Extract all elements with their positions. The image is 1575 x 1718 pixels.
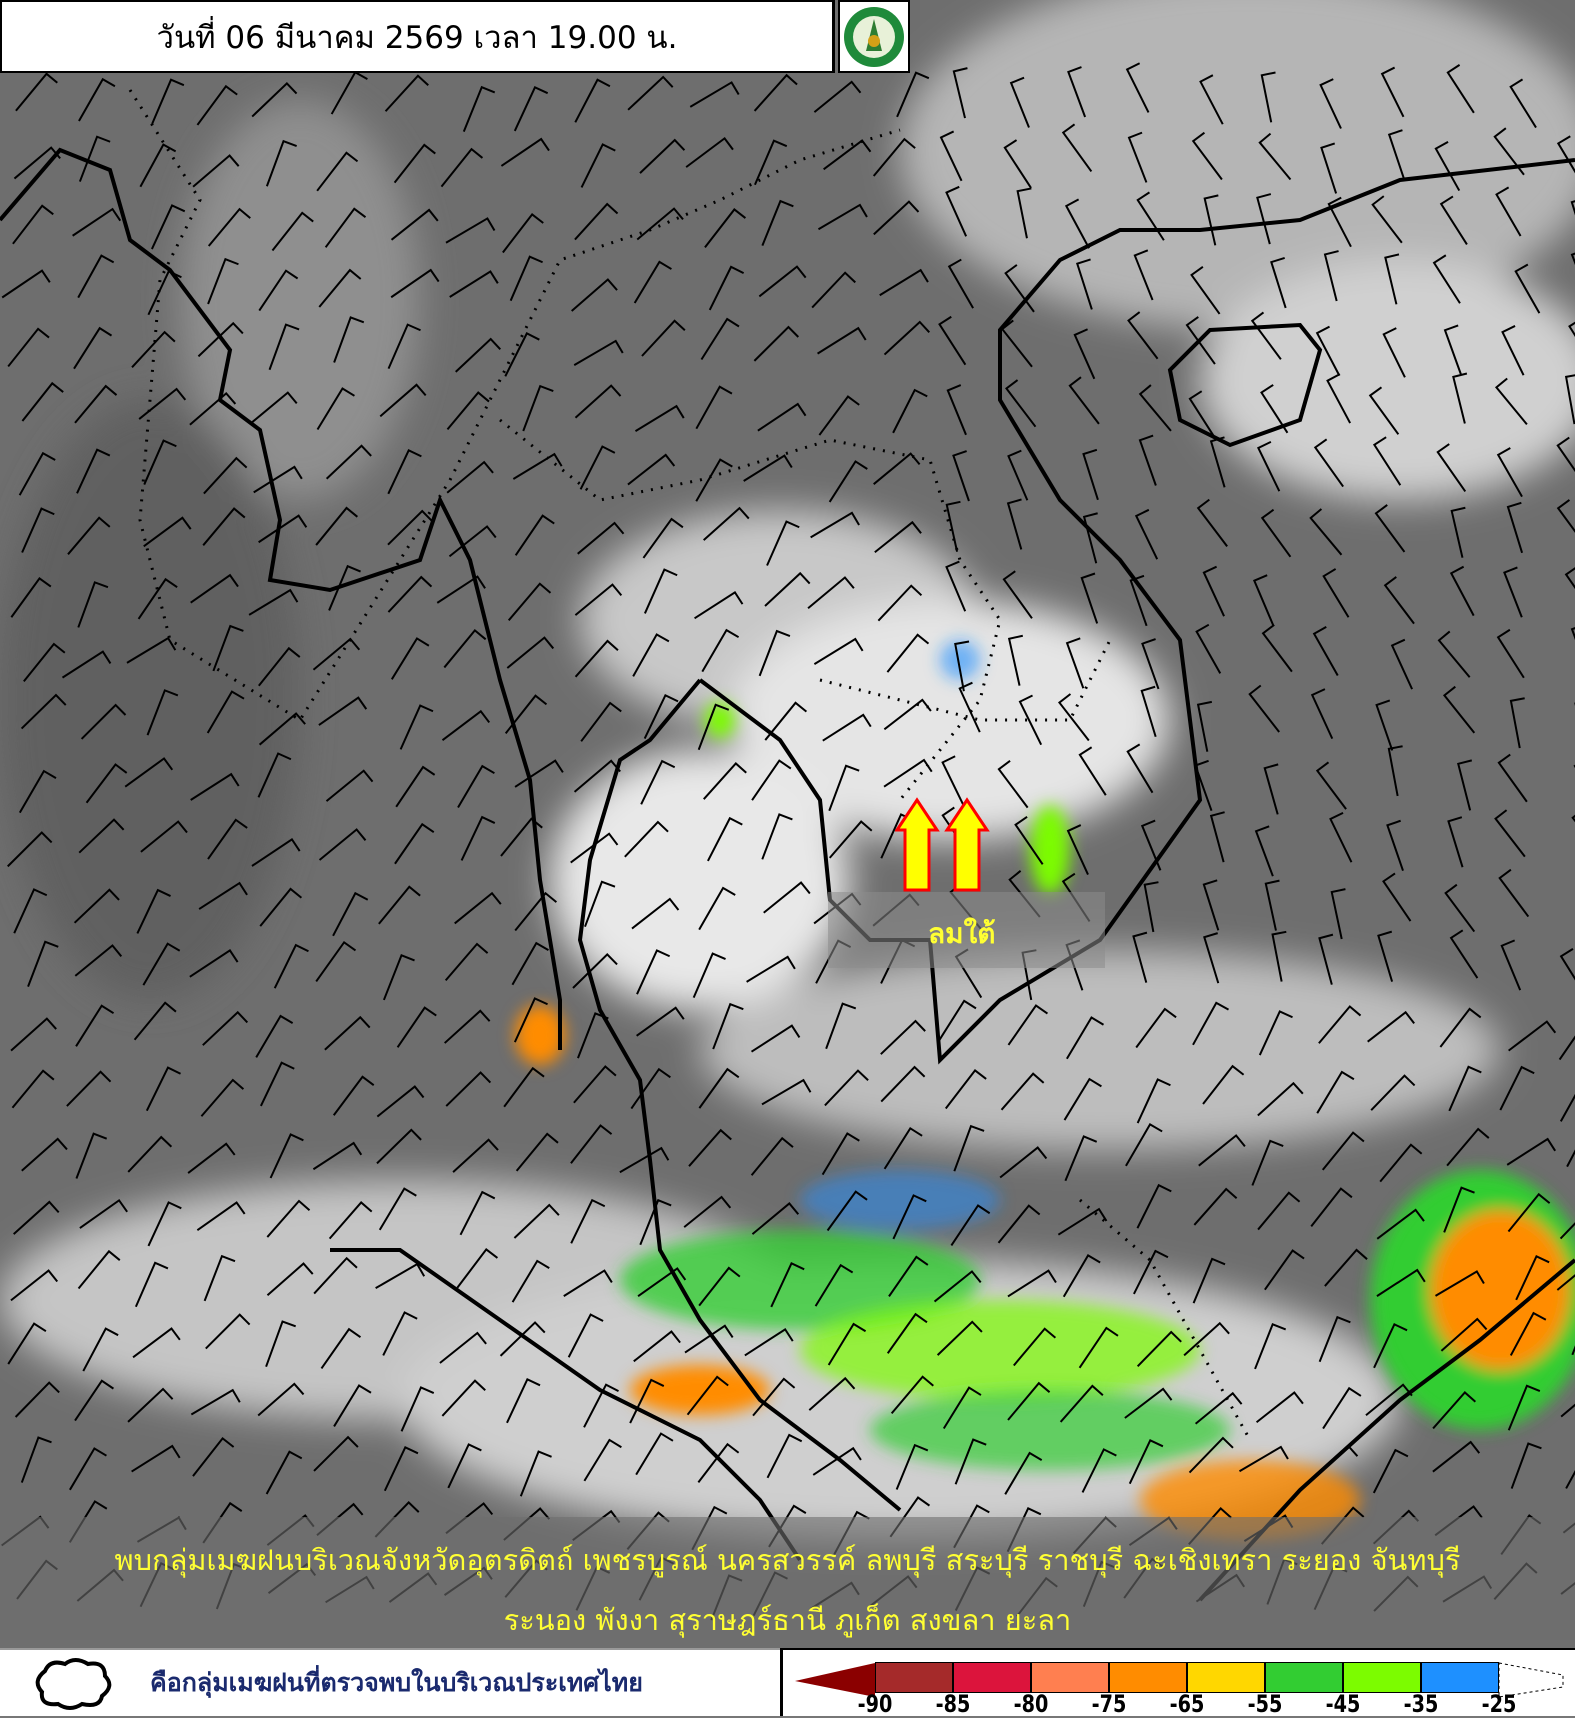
cloud-symbol-legend: คือกลุ่มเมฆฝนที่ตรวจพบในบริเวณประเทศไทย: [0, 1648, 780, 1716]
date-time-header: วันที่ 06 มีนาคม 2569 เวลา 19.00 น.: [0, 0, 835, 73]
colorbar-tick-label: -80: [1014, 1690, 1049, 1718]
colorbar-segment: [1109, 1662, 1187, 1693]
colorbar-segment: [1421, 1662, 1499, 1693]
colorbar-tick-label: -85: [936, 1690, 971, 1718]
south-wind-arrows-icon: [895, 795, 1005, 895]
colorbar-tick-label: -45: [1326, 1690, 1361, 1718]
wind-direction-label: ลมใต้: [928, 912, 995, 956]
colorbar-segment: [1343, 1662, 1421, 1693]
colorbar-tick-label: -35: [1404, 1690, 1439, 1718]
colorbar-segment: [1187, 1662, 1265, 1693]
cloud-outline-icon: [30, 1656, 120, 1711]
colorbar-tick-label: -55: [1248, 1690, 1283, 1718]
colorbar-tick-label: -65: [1170, 1690, 1205, 1718]
cloud-legend-text: คือกลุ่มเมฆฝนที่ตรวจพบในบริเวณประเทศไทย: [150, 1663, 643, 1703]
colorbar-segment: [953, 1662, 1031, 1693]
rain-cloud-notice: พบกลุ่มเมฆฝนบริเวณจังหวัดอุตรดิตถ์ เพชรบ…: [0, 1517, 1575, 1645]
wind-annotation-box: ลมใต้: [828, 892, 1105, 968]
tmd-logo-icon: [838, 0, 910, 73]
header-title: วันที่ 06 มีนาคม 2569 เวลา 19.00 น.: [157, 12, 678, 62]
colorbar-tick-label: -75: [1092, 1690, 1127, 1718]
temperature-color-scale: -90 -85 -80 -75 -65 -55 -45 -35 -25: [780, 1648, 1575, 1716]
colorbar-segment: [875, 1662, 953, 1693]
colorbar-segment: [1265, 1662, 1343, 1693]
colorbar-tick-label: -25: [1482, 1690, 1517, 1718]
notice-line-2: ระนอง พังงา สุราษฎร์ธานี ภูเก็ต สงขลา ยะ…: [0, 1597, 1575, 1643]
colorbar-tick-label: -90: [858, 1690, 893, 1718]
notice-line-1: พบกลุ่มเมฆฝนบริเวณจังหวัดอุตรดิตถ์ เพชรบ…: [0, 1537, 1575, 1583]
colorbar-segment: [1031, 1662, 1109, 1693]
